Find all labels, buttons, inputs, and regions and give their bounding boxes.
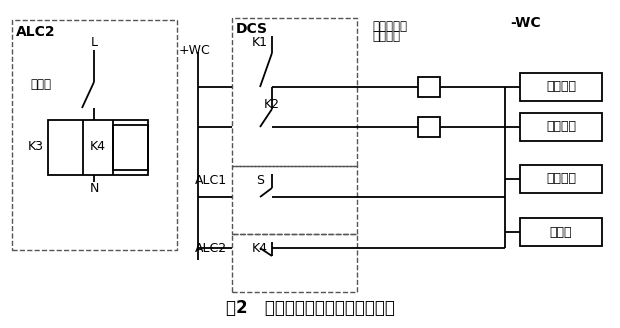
Text: 小车断路器: 小车断路器	[372, 19, 407, 32]
Bar	[232, 234, 357, 292]
Bar	[418, 77, 440, 97]
Text: ALC1: ALC1	[195, 174, 227, 188]
Bar	[48, 120, 148, 175]
Bar	[418, 117, 440, 137]
Text: 集中合闸: 集中合闸	[546, 80, 576, 93]
Bar	[520, 113, 602, 141]
Text: ALC2: ALC2	[16, 25, 56, 39]
Text: 油压低: 油压低	[30, 78, 51, 92]
Text: S: S	[256, 174, 264, 187]
Text: K3: K3	[28, 140, 44, 154]
Bar	[520, 73, 602, 101]
Text: DCS: DCS	[236, 22, 268, 36]
Text: K1: K1	[252, 36, 268, 50]
Text: 油压低: 油压低	[550, 226, 572, 238]
Bar	[520, 165, 602, 193]
Text: 辅助触点: 辅助触点	[372, 31, 400, 44]
Text: ALC2: ALC2	[195, 241, 227, 255]
Bar	[12, 20, 177, 250]
Text: 集中分闸: 集中分闸	[546, 120, 576, 133]
Text: K4: K4	[252, 241, 268, 255]
Text: 图2   改造后主电动机控制原理示意: 图2 改造后主电动机控制原理示意	[226, 299, 394, 317]
Text: -WC: -WC	[510, 16, 541, 30]
Text: K4: K4	[90, 140, 106, 154]
Bar	[232, 166, 357, 234]
Bar	[113, 125, 148, 170]
Text: N: N	[89, 181, 99, 195]
Bar	[520, 218, 602, 246]
Text: L: L	[91, 36, 97, 50]
Bar	[232, 18, 357, 166]
Text: K2: K2	[264, 98, 280, 112]
Text: +WC: +WC	[179, 44, 211, 56]
Text: 现场急停: 现场急停	[546, 173, 576, 186]
